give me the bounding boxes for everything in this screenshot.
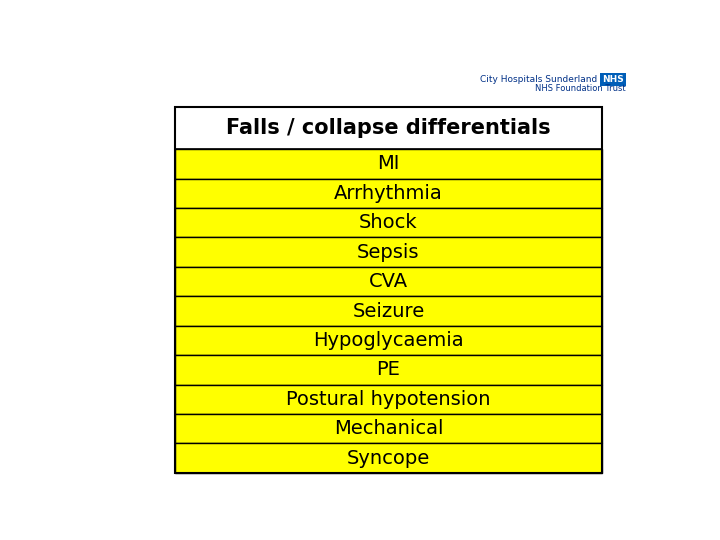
Bar [175,107,601,473]
Text: PE: PE [377,360,400,380]
Bar [175,107,601,149]
Text: NHS: NHS [602,75,624,84]
Text: CVA: CVA [369,272,408,291]
Text: Falls / collapse differentials: Falls / collapse differentials [226,118,551,138]
Text: Shock: Shock [359,213,418,232]
Text: Arrhythmia: Arrhythmia [334,184,443,203]
Bar [175,296,601,326]
Bar [175,179,601,208]
Text: MI: MI [377,154,400,173]
Bar [175,355,601,384]
Bar [175,208,601,238]
Bar [175,149,601,179]
Text: NHS Foundation Trust: NHS Foundation Trust [535,84,626,92]
Bar [175,414,601,443]
Text: City Hospitals Sunderland: City Hospitals Sunderland [480,75,600,84]
Bar [175,326,601,355]
Text: Hypoglycaemia: Hypoglycaemia [313,331,464,350]
Bar [175,267,601,296]
Bar [175,443,601,473]
Text: Mechanical: Mechanical [333,419,443,438]
Text: Syncope: Syncope [347,449,430,468]
Text: Seizure: Seizure [352,301,425,321]
Bar [175,238,601,267]
Text: Sepsis: Sepsis [357,242,420,262]
Text: Postural hypotension: Postural hypotension [286,390,490,409]
Bar [175,384,601,414]
